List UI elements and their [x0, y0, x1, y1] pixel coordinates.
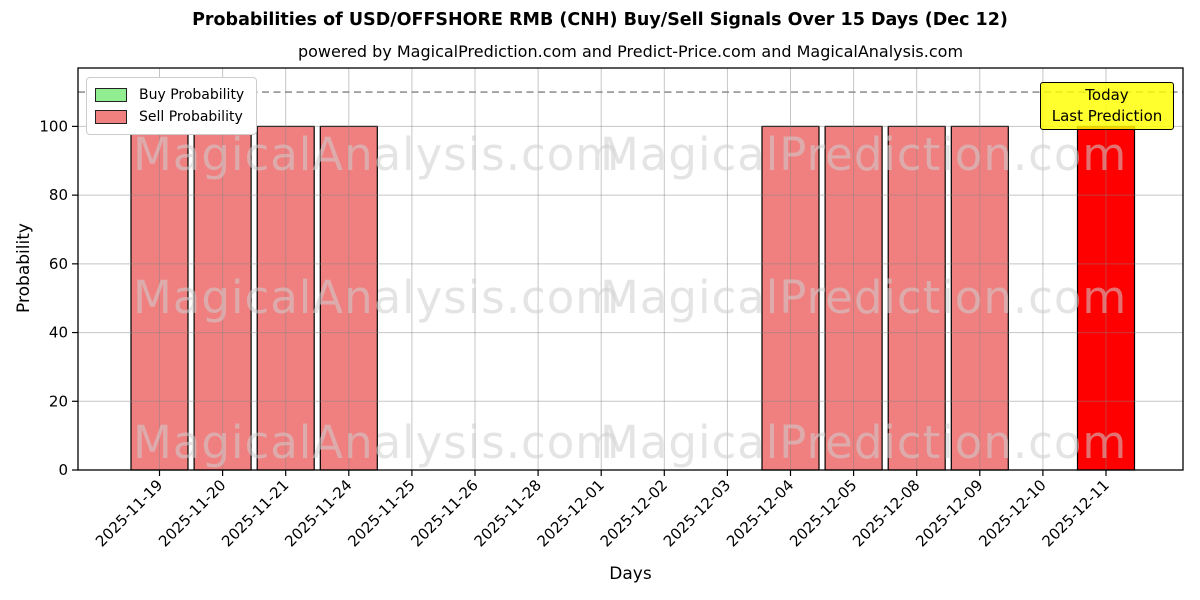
x-axis-label: Days [609, 564, 652, 584]
chart-title: Probabilities of USD/OFFSHORE RMB (CNH) … [192, 10, 1008, 30]
y-tick-label: 20 [49, 392, 68, 410]
bar-sell-probability-2025-12-04 [761, 125, 820, 471]
bar-sell-probability-2025-11-21 [256, 125, 315, 471]
legend-label-sell: Sell Probability [139, 109, 243, 125]
buy-swatch-icon [95, 88, 127, 102]
x-tick-label: 2025-12-11 [1038, 476, 1112, 550]
legend-item-sell: Sell Probability [95, 106, 244, 128]
x-tick-label: 2025-12-10 [975, 476, 1049, 550]
x-tick-label: 2025-12-08 [849, 476, 923, 550]
today-annotation-line1: Today [1085, 86, 1129, 104]
bar-sell-probability-2025-11-19 [130, 125, 189, 471]
x-tick-label: 2025-11-28 [471, 476, 545, 550]
x-tick-label: 2025-12-09 [912, 476, 986, 550]
y-tick-label: 0 [58, 461, 68, 479]
bar-sell-probability-2025-11-24 [319, 125, 378, 471]
x-tick-label: 2025-11-26 [407, 476, 481, 550]
today-bar-2025-12-11 [1076, 125, 1136, 471]
today-annotation: Today Last Prediction [1040, 82, 1174, 130]
legend-item-buy: Buy Probability [95, 84, 244, 106]
y-tick-label: 100 [39, 117, 68, 135]
x-tick-label: 2025-11-25 [344, 476, 418, 550]
x-tick-label: 2025-12-02 [597, 476, 671, 550]
x-tick-label: 2025-12-01 [534, 476, 608, 550]
x-tick-label: 2025-11-24 [281, 476, 355, 550]
x-tick-label: 2025-11-19 [92, 476, 166, 550]
y-tick-label: 40 [49, 324, 68, 342]
y-tick-label: 60 [49, 255, 68, 273]
bar-sell-probability-2025-12-09 [950, 125, 1009, 471]
sell-swatch-icon [95, 110, 127, 124]
chart-subtitle: powered by MagicalPrediction.com and Pre… [297, 42, 964, 61]
legend-label-buy: Buy Probability [139, 87, 245, 103]
today-annotation-line2: Last Prediction [1051, 107, 1163, 125]
bar-sell-probability-2025-12-05 [824, 125, 883, 471]
x-tick-label: 2025-12-03 [660, 476, 734, 550]
x-tick-label: 2025-12-05 [786, 476, 860, 550]
axes-spines [77, 67, 1184, 471]
bar-sell-probability-2025-12-08 [887, 125, 946, 471]
legend: Buy Probability Sell Probability [86, 77, 258, 135]
x-tick-label: 2025-11-21 [218, 476, 292, 550]
x-tick-label: 2025-12-04 [723, 476, 797, 550]
y-tick-label: 80 [49, 186, 68, 204]
x-tick-label: 2025-11-20 [155, 476, 229, 550]
